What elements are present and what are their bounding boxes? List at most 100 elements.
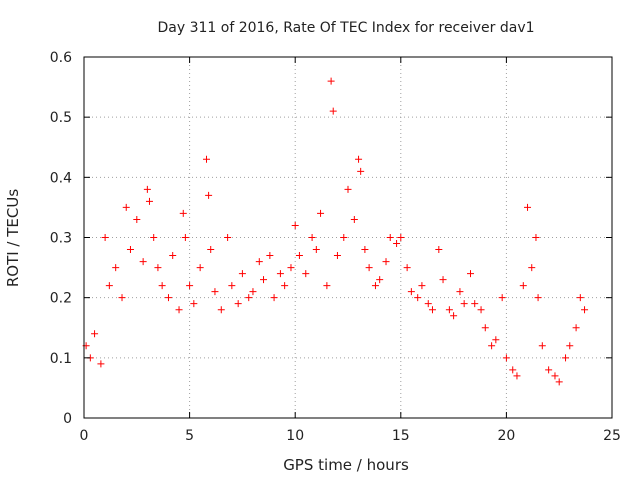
data-point [492, 336, 500, 344]
y-axis-label: ROTI / TECUs [4, 189, 22, 287]
data-point [291, 221, 299, 229]
data-point [317, 209, 325, 217]
y-tick-label: 0 [63, 411, 72, 427]
data-point [327, 77, 335, 85]
data-point [545, 366, 553, 374]
data-point [169, 252, 177, 260]
y-tick-label: 0.4 [50, 170, 72, 186]
data-point [145, 197, 153, 205]
data-point [403, 264, 411, 272]
data-point [361, 246, 369, 254]
x-tick-label: 15 [392, 428, 410, 444]
data-point [424, 300, 432, 308]
chart-title: Day 311 of 2016, Rate Of TEC Index for r… [157, 20, 534, 36]
data-point [357, 167, 365, 175]
data-point [534, 294, 542, 302]
data-point [528, 264, 536, 272]
data-point [186, 282, 194, 290]
data-point [175, 306, 183, 314]
data-point [566, 342, 574, 350]
data-point [513, 372, 521, 380]
x-tick-label: 20 [497, 428, 515, 444]
data-point [249, 288, 257, 296]
data-point [555, 378, 563, 386]
x-tick-label: 5 [185, 428, 194, 444]
data-point [414, 294, 422, 302]
data-point [101, 234, 109, 241]
data-point [524, 203, 532, 211]
data-point [122, 203, 130, 211]
x-tick-label: 10 [286, 428, 304, 444]
y-tick-label: 0.3 [50, 231, 72, 247]
data-point [488, 342, 496, 350]
data-point [466, 270, 474, 278]
data-point [270, 294, 278, 302]
data-point [150, 234, 158, 241]
data-point [190, 300, 198, 308]
ticks-layer [83, 56, 613, 419]
y-tick-label: 0.1 [50, 351, 72, 367]
data-point [224, 234, 232, 241]
data-point [418, 282, 426, 290]
x-tick-label: 25 [603, 428, 621, 444]
data-point [355, 155, 363, 163]
data-point [207, 246, 215, 254]
data-point [211, 288, 219, 296]
data-point [450, 312, 458, 320]
grid-layer [84, 57, 612, 418]
data-points-layer [82, 77, 589, 386]
data-point [245, 294, 253, 302]
data-point [164, 294, 172, 302]
data-point [234, 300, 242, 308]
data-point [276, 270, 284, 278]
data-point [344, 185, 352, 193]
data-point [471, 300, 479, 308]
x-tick-label: 0 [80, 428, 89, 444]
data-point [308, 234, 316, 241]
data-point [519, 282, 527, 290]
data-point [435, 246, 443, 254]
data-point [439, 276, 447, 284]
data-point [295, 252, 303, 260]
data-point [562, 354, 570, 362]
data-point [154, 264, 162, 272]
data-point [281, 282, 289, 290]
data-point [445, 306, 453, 314]
data-point [179, 209, 187, 217]
data-point [386, 234, 394, 241]
data-point [532, 234, 540, 241]
data-point [143, 185, 151, 193]
data-point [502, 354, 510, 362]
data-point [581, 306, 589, 314]
data-point [260, 276, 268, 284]
data-point [105, 282, 113, 290]
data-point [407, 288, 415, 296]
data-point [333, 252, 341, 260]
data-point [538, 342, 546, 350]
data-point [196, 264, 204, 272]
data-point [371, 282, 379, 290]
data-point [498, 294, 506, 302]
data-point [382, 258, 390, 266]
data-point [91, 330, 99, 338]
data-point [266, 252, 274, 260]
data-point [181, 234, 189, 241]
data-point [205, 191, 213, 199]
data-point [323, 282, 331, 290]
data-point [428, 306, 436, 314]
data-point [228, 282, 236, 290]
data-point [118, 294, 126, 302]
data-point [202, 155, 210, 163]
data-point [97, 360, 105, 368]
data-point [393, 240, 401, 248]
y-tick-label: 0.5 [50, 110, 72, 126]
data-point [312, 246, 320, 254]
data-point [139, 258, 147, 266]
data-point [340, 234, 348, 241]
data-point [329, 107, 337, 115]
data-point [133, 215, 141, 223]
data-point [576, 294, 584, 302]
y-tick-label: 0.6 [50, 50, 72, 66]
data-point [572, 324, 580, 332]
